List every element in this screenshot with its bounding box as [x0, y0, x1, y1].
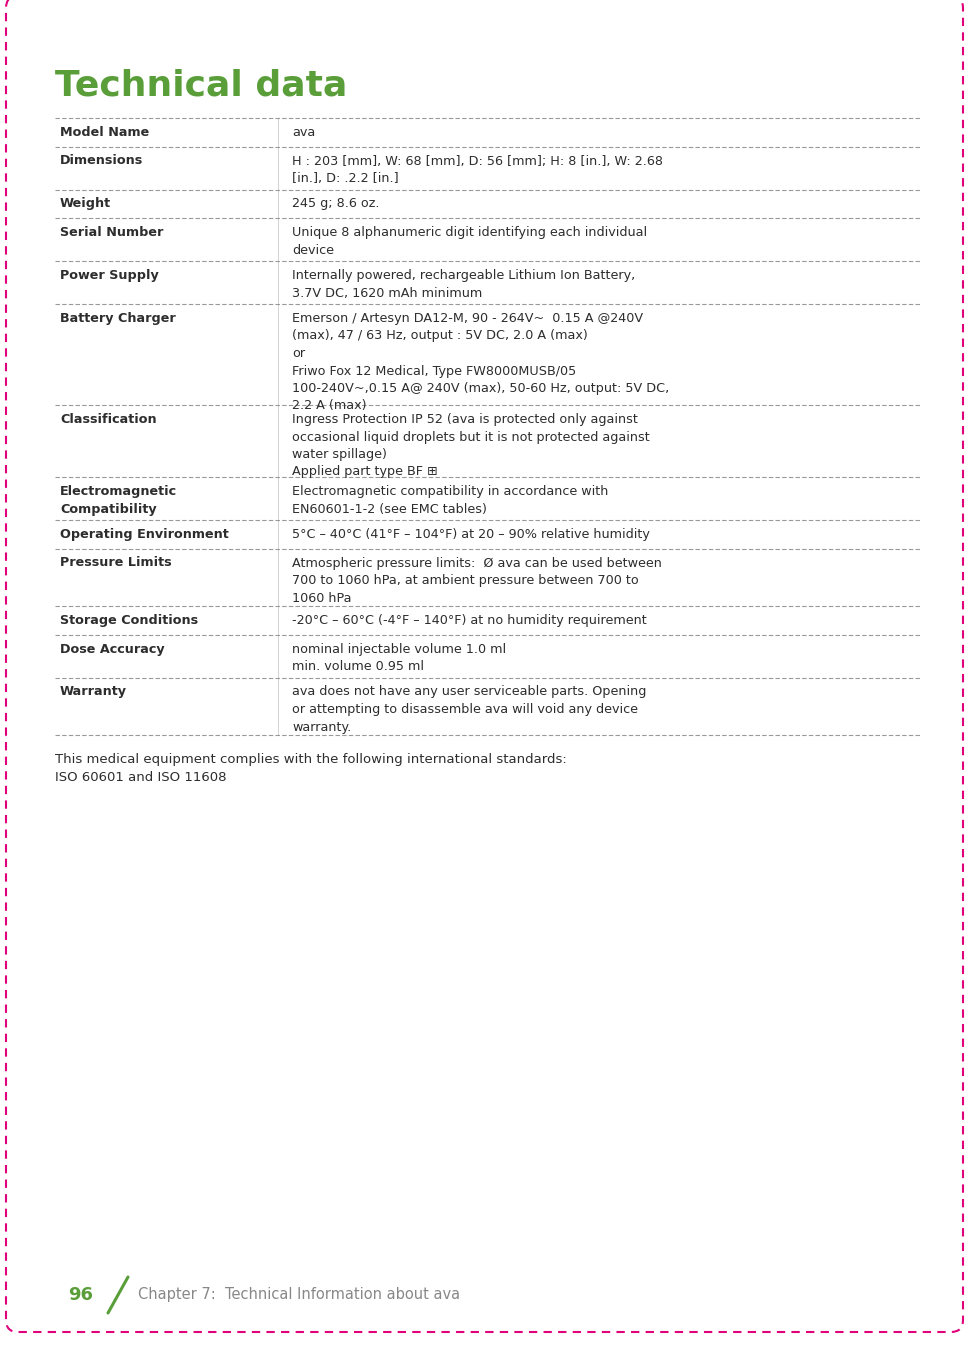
Text: -20°C – 60°C (-4°F – 140°F) at no humidity requirement: -20°C – 60°C (-4°F – 140°F) at no humidi… [292, 614, 646, 626]
Text: Serial Number: Serial Number [60, 226, 164, 238]
Text: Chapter 7:  Technical Information about ava: Chapter 7: Technical Information about a… [138, 1288, 460, 1303]
Text: nominal injectable volume 1.0 ml
min. volume 0.95 ml: nominal injectable volume 1.0 ml min. vo… [292, 643, 506, 674]
Text: Emerson / Artesyn DA12-M, 90 - 264V~  0.15 A @240V
(max), 47 / 63 Hz, output : 5: Emerson / Artesyn DA12-M, 90 - 264V~ 0.1… [292, 313, 670, 412]
Text: Pressure Limits: Pressure Limits [60, 556, 172, 570]
Text: Atmospheric pressure limits:  Ø ava can be used between
700 to 1060 hPa, at ambi: Atmospheric pressure limits: Ø ava can b… [292, 556, 662, 605]
Text: Battery Charger: Battery Charger [60, 313, 175, 325]
Text: 245 g; 8.6 oz.: 245 g; 8.6 oz. [292, 198, 380, 210]
Text: Unique 8 alphanumeric digit identifying each individual
device: Unique 8 alphanumeric digit identifying … [292, 226, 647, 256]
Text: Electromagnetic
Compatibility: Electromagnetic Compatibility [60, 485, 177, 516]
Text: H : 203 [mm], W: 68 [mm], D: 56 [mm]; H: 8 [in.], W: 2.68
[in.], D: .2.2 [in.]: H : 203 [mm], W: 68 [mm], D: 56 [mm]; H:… [292, 155, 663, 185]
Text: Internally powered, rechargeable Lithium Ion Battery,
3.7V DC, 1620 mAh minimum: Internally powered, rechargeable Lithium… [292, 269, 636, 299]
Text: Classification: Classification [60, 414, 157, 426]
Text: Ingress Protection IP 52 (ava is protected only against
occasional liquid drople: Ingress Protection IP 52 (ava is protect… [292, 414, 650, 478]
Text: ava does not have any user serviceable parts. Opening
or attempting to disassemb: ava does not have any user serviceable p… [292, 686, 646, 734]
Text: Electromagnetic compatibility in accordance with
EN60601-1-2 (see EMC tables): Electromagnetic compatibility in accorda… [292, 485, 609, 516]
Text: Storage Conditions: Storage Conditions [60, 614, 198, 626]
Text: ava: ava [292, 127, 315, 139]
Text: Dimensions: Dimensions [60, 155, 143, 167]
Text: Weight: Weight [60, 198, 111, 210]
Text: Warranty: Warranty [60, 686, 127, 699]
Text: This medical equipment complies with the following international standards:
ISO : This medical equipment complies with the… [55, 753, 567, 784]
Text: Model Name: Model Name [60, 127, 149, 139]
Text: Operating Environment: Operating Environment [60, 528, 229, 541]
Text: Technical data: Technical data [55, 67, 347, 102]
Text: 5°C – 40°C (41°F – 104°F) at 20 – 90% relative humidity: 5°C – 40°C (41°F – 104°F) at 20 – 90% re… [292, 528, 650, 541]
Text: Power Supply: Power Supply [60, 269, 159, 282]
Text: 96: 96 [68, 1286, 93, 1304]
Text: Dose Accuracy: Dose Accuracy [60, 643, 165, 656]
